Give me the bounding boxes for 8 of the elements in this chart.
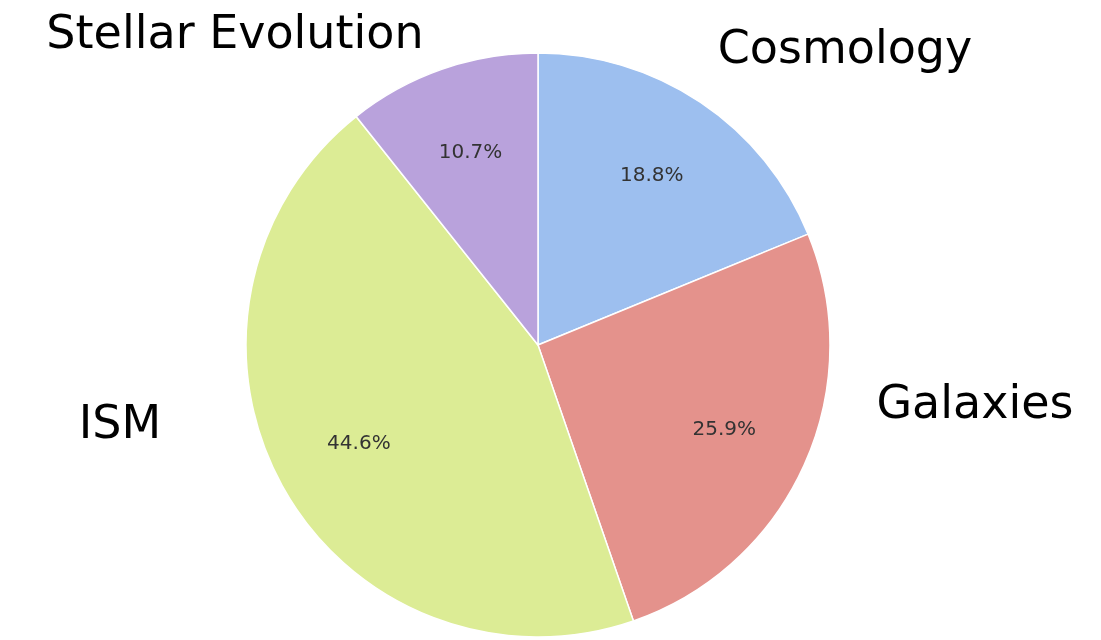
data-label: 18.8% — [620, 161, 684, 186]
slice-label: Galaxies — [876, 374, 1074, 429]
data-label: 25.9% — [692, 415, 757, 440]
data-label: 10.7% — [438, 138, 503, 163]
slice-label: Cosmology — [717, 19, 973, 74]
data-label: 44.6% — [327, 429, 391, 454]
slice-label: Stellar Evolution — [46, 4, 424, 59]
slice-label: ISM — [78, 394, 162, 449]
